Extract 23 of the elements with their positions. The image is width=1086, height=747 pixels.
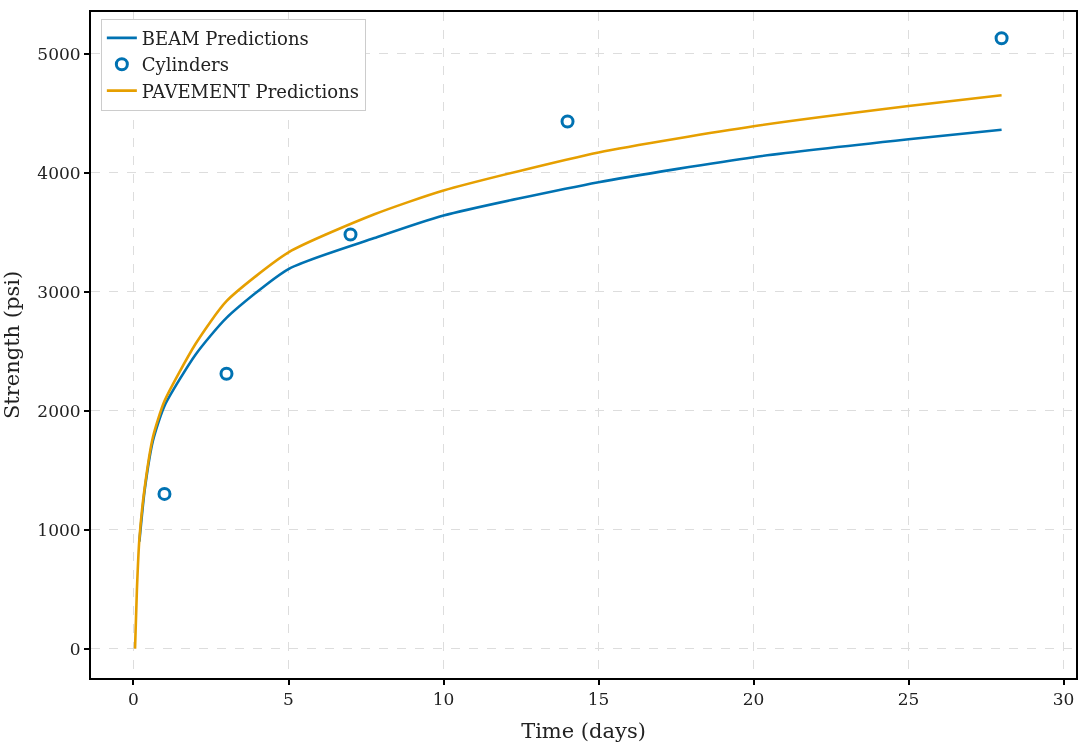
legend-label: BEAM Predictions [141,27,309,49]
x-tick-label: 15 [587,689,610,710]
y-tick-label: 1000 [37,519,81,540]
point [343,227,358,242]
x-axis-title: Time (days) [521,719,646,744]
point [994,31,1009,46]
y-axis-title: Strength (psi) [0,270,24,420]
y-tick-label: 2000 [37,400,81,421]
x-tick-label: 30 [1052,689,1075,710]
point [219,366,234,381]
x-tick-label: 0 [128,689,139,710]
point [560,114,575,129]
point [157,486,172,501]
x-tick-label: 5 [283,689,294,710]
x-tick-label: 25 [897,689,920,710]
x-tick-label: 20 [742,689,765,710]
y-tick-label: 5000 [37,43,81,64]
legend-label: Cylinders [141,54,229,76]
y-tick-label: 4000 [37,162,81,183]
y-tick-label: 3000 [37,281,81,302]
x-tick-label: 10 [432,689,455,710]
y-tick-label: 0 [69,638,81,659]
legend-label: PAVEMENT Predictions [141,80,359,102]
